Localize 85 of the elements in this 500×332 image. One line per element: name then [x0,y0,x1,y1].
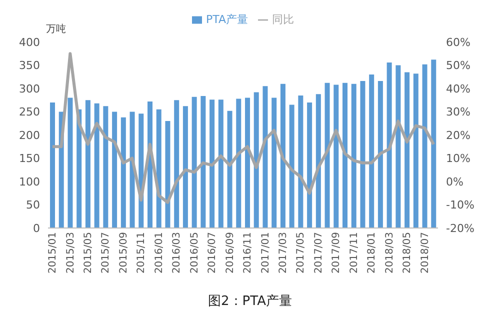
y2-tick-label: 10% [446,152,470,166]
bar [68,98,73,228]
y2-tick-label: 50% [446,59,470,72]
x-tick-label: 2017/11 [348,232,360,274]
bar [386,62,392,228]
bar [227,110,232,228]
bar [369,74,374,228]
x-tick-label: 2016/03 [172,232,183,274]
x-tick-label: 2017/09 [331,232,342,274]
x-tick-label: 2017/05 [296,232,307,274]
y2-tick-label: -10% [446,198,474,212]
x-tick-label: 2017/01 [260,232,272,274]
x-tick-label: 2015/09 [118,232,130,274]
bar [360,81,366,228]
bar [236,98,242,228]
bar [280,84,286,228]
y-tick-label: 350 [19,59,40,72]
y-tick-label: 0 [33,222,40,235]
x-tick-label: 2018/03 [384,232,396,274]
x-tick-label: 2016/07 [207,232,218,274]
bar [130,112,135,228]
bar [351,84,356,228]
bar [192,96,197,228]
line-series [50,52,436,204]
y-tick-label: 100 [19,175,40,188]
x-tick-label: 2015/11 [136,232,148,274]
x-tick-label: 2017/03 [278,232,289,274]
bar [50,102,55,228]
x-tick-label: 2016/05 [189,232,200,274]
bar [200,96,206,228]
y-tick-label: 400 [19,36,40,49]
bar [254,92,259,228]
y2-tick-label: 30% [446,106,470,119]
bar [272,98,277,228]
bar [120,117,126,228]
bar [156,109,162,228]
x-tick-label: 2016/09 [224,232,236,274]
y-tick-label: 50 [26,198,40,212]
x-tick-label: 2015/07 [100,232,112,274]
x-tick-label: 2015/03 [65,232,76,274]
bar [182,106,188,228]
bar [165,121,170,228]
y-axis-title: 万吨 [46,22,66,36]
y-tick-label: 200 [19,128,40,142]
y-tick-label: 250 [19,106,40,119]
y-tick-label: 150 [19,152,40,166]
bar [431,60,436,228]
bar [324,82,330,228]
y2-tick-label: 0% [446,175,464,188]
bar [210,100,215,228]
bar [307,102,312,228]
bar [298,95,304,228]
x-tick-label: 2018/01 [366,232,378,274]
bar [85,100,90,228]
bar [413,74,418,228]
x-tick-label: 2017/07 [313,232,324,274]
x-tick-label: 2018/05 [402,232,414,274]
bar [334,84,339,228]
bar [378,81,383,228]
x-tick-label: 2015/01 [48,232,59,274]
bar [422,64,428,228]
y2-tick-label: 20% [446,128,470,142]
x-tick-label: 2018/07 [420,232,431,274]
bar [262,86,268,228]
y2-tick-label: 60% [446,36,470,49]
bar [342,82,348,228]
x-tick-label: 2016/01 [154,232,165,274]
bar [103,106,108,228]
text: 图2：PTA产量 [207,293,293,310]
bar [316,94,321,228]
bar [94,103,100,228]
bar [404,72,410,228]
bar [112,112,118,228]
bar [396,65,401,228]
legend-label: PTA产量 [206,13,248,26]
bar [245,98,250,228]
legend-label: 同比 [272,13,294,26]
y2-tick-label: -20% [446,222,474,235]
x-tick-label: 2016/11 [242,232,254,274]
bar [218,100,224,228]
x-tick-label: 2015/05 [82,232,94,274]
y-tick-label: 300 [19,82,40,96]
bar [289,104,294,228]
bar [174,100,180,228]
y2-tick-label: 40% [446,82,470,96]
